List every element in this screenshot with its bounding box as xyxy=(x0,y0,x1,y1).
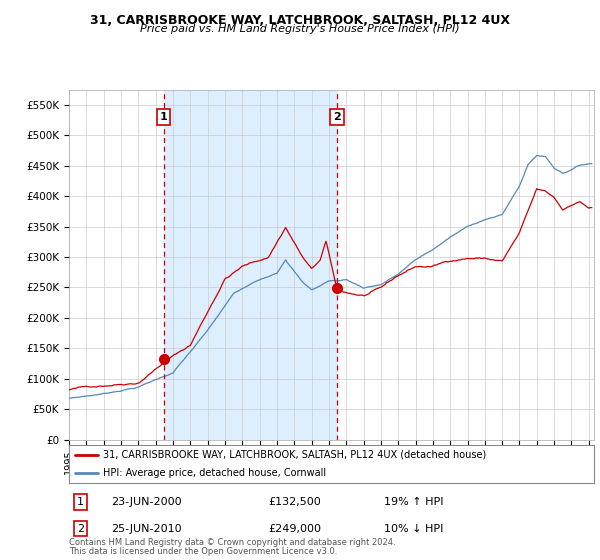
Text: 31, CARRISBROOKE WAY, LATCHBROOK, SALTASH, PL12 4UX (detached house): 31, CARRISBROOKE WAY, LATCHBROOK, SALTAS… xyxy=(103,450,487,460)
Text: 31, CARRISBROOKE WAY, LATCHBROOK, SALTASH, PL12 4UX: 31, CARRISBROOKE WAY, LATCHBROOK, SALTAS… xyxy=(90,14,510,27)
Text: 2: 2 xyxy=(77,524,84,534)
Text: Price paid vs. HM Land Registry's House Price Index (HPI): Price paid vs. HM Land Registry's House … xyxy=(140,24,460,34)
Text: 2: 2 xyxy=(333,112,341,122)
Bar xyxy=(164,90,337,440)
Text: 10% ↓ HPI: 10% ↓ HPI xyxy=(384,524,443,534)
Text: HPI: Average price, detached house, Cornwall: HPI: Average price, detached house, Corn… xyxy=(103,468,326,478)
Text: 1: 1 xyxy=(160,112,167,122)
Text: £132,500: £132,500 xyxy=(269,497,321,507)
Text: 1: 1 xyxy=(77,497,84,507)
Text: This data is licensed under the Open Government Licence v3.0.: This data is licensed under the Open Gov… xyxy=(69,548,337,557)
Text: 25-JUN-2010: 25-JUN-2010 xyxy=(111,524,182,534)
Text: 23-JUN-2000: 23-JUN-2000 xyxy=(111,497,182,507)
Text: £249,000: £249,000 xyxy=(269,524,322,534)
Text: Contains HM Land Registry data © Crown copyright and database right 2024.: Contains HM Land Registry data © Crown c… xyxy=(69,538,395,547)
Text: 19% ↑ HPI: 19% ↑ HPI xyxy=(384,497,443,507)
